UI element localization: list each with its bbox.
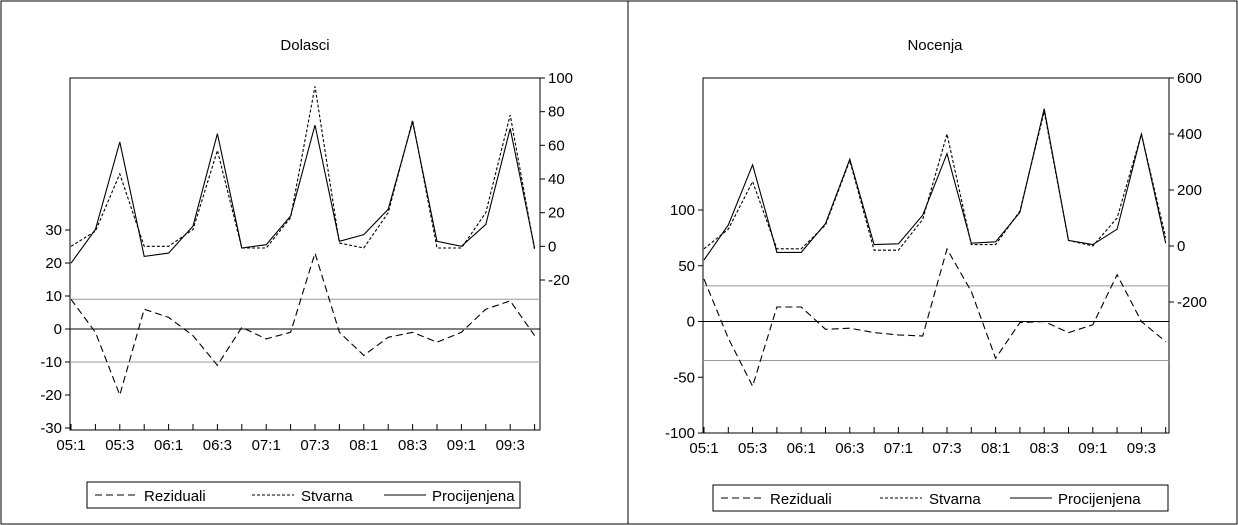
left-tick-label: -30 <box>40 420 62 437</box>
legend-label-procijenjena: Procijenjena <box>1058 491 1141 508</box>
x-tick-label: 09:3 <box>1127 440 1156 457</box>
x-tick-label: 08:1 <box>981 440 1010 457</box>
right-tick-label: -20 <box>548 272 570 289</box>
left-tick-label: -20 <box>40 387 62 404</box>
left-tick-label: -10 <box>40 354 62 371</box>
left-tick-label: 10 <box>45 288 62 305</box>
right-tick-label: 100 <box>548 70 573 87</box>
x-tick-label: 05:3 <box>105 437 134 454</box>
x-tick-label: 07:3 <box>932 440 961 457</box>
right-tick-label: 0 <box>548 238 556 255</box>
plot-frame <box>69 77 541 431</box>
right-tick-label: 40 <box>548 171 565 188</box>
left-tick-label: -100 <box>665 425 695 442</box>
right-tick-label: 80 <box>548 104 565 121</box>
chart-panel-nocenja: Nocenja 100 50 0 -50 -100 600 400 200 0 -200 05:1 0… <box>665 37 1207 512</box>
x-tick-label: 05:3 <box>738 440 767 457</box>
x-tick-label: 06:3 <box>835 440 864 457</box>
right-tick-label: -200 <box>1177 294 1207 311</box>
legend-box <box>86 481 521 509</box>
right-tick-label: 600 <box>1177 70 1202 87</box>
legend: Reziduali Stvarna Procijenjena <box>712 484 1169 512</box>
right-tick-label: 20 <box>548 205 565 222</box>
legend-label-procijenjena: Procijenjena <box>432 488 515 505</box>
right-tick-label: 0 <box>1177 238 1185 255</box>
legend-label-stvarna: Stvarna <box>929 491 981 508</box>
chart-title: Dolasci <box>280 37 329 54</box>
right-tick-label: 200 <box>1177 182 1202 199</box>
x-tick-label: 06:1 <box>787 440 816 457</box>
x-tick-label: 07:1 <box>252 437 281 454</box>
x-tick-label: 07:1 <box>884 440 913 457</box>
right-tick-label: 400 <box>1177 126 1202 143</box>
x-tick-label: 09:1 <box>1078 440 1107 457</box>
series-line-procijenjena <box>703 108 1167 261</box>
left-tick-label: 20 <box>45 255 62 272</box>
x-tick-label: 08:1 <box>349 437 378 454</box>
series-line-reziduali <box>703 247 1167 388</box>
legend-label-reziduali: Reziduali <box>144 488 206 505</box>
series-line-procijenjena <box>70 121 536 264</box>
x-tick-label: 08:3 <box>1030 440 1059 457</box>
legend-label-reziduali: Reziduali <box>770 491 832 508</box>
series-line-stvarna <box>70 86 536 250</box>
plot-frame <box>702 77 1170 434</box>
x-tick-label: 09:3 <box>496 437 525 454</box>
legend: Reziduali Stvarna Procijenjena <box>86 481 521 509</box>
series-line-reziduali <box>70 251 536 397</box>
left-tick-label: 30 <box>45 222 62 239</box>
x-tick-label: 08:3 <box>398 437 427 454</box>
x-tick-label: 07:3 <box>300 437 329 454</box>
legend-box <box>712 484 1169 512</box>
chart-panel-dolasci: Dolasci 3020100-10-20-30100806040200-200… <box>40 37 573 509</box>
right-tick-label: 60 <box>548 137 565 154</box>
legend-label-stvarna: Stvarna <box>301 488 353 505</box>
x-tick-label: 09:1 <box>447 437 476 454</box>
x-tick-label: 06:1 <box>154 437 183 454</box>
left-tick-label: -50 <box>673 369 695 386</box>
x-tick-label: 05:1 <box>56 437 85 454</box>
x-tick-label: 06:3 <box>203 437 232 454</box>
left-tick-label: 100 <box>670 202 695 219</box>
left-tick-label: 0 <box>687 314 695 331</box>
chart-title: Nocenja <box>907 37 963 54</box>
series-line-stvarna <box>703 111 1167 251</box>
left-tick-label: 0 <box>54 321 62 338</box>
left-tick-label: 50 <box>678 258 695 275</box>
x-tick-label: 05:1 <box>689 440 718 457</box>
